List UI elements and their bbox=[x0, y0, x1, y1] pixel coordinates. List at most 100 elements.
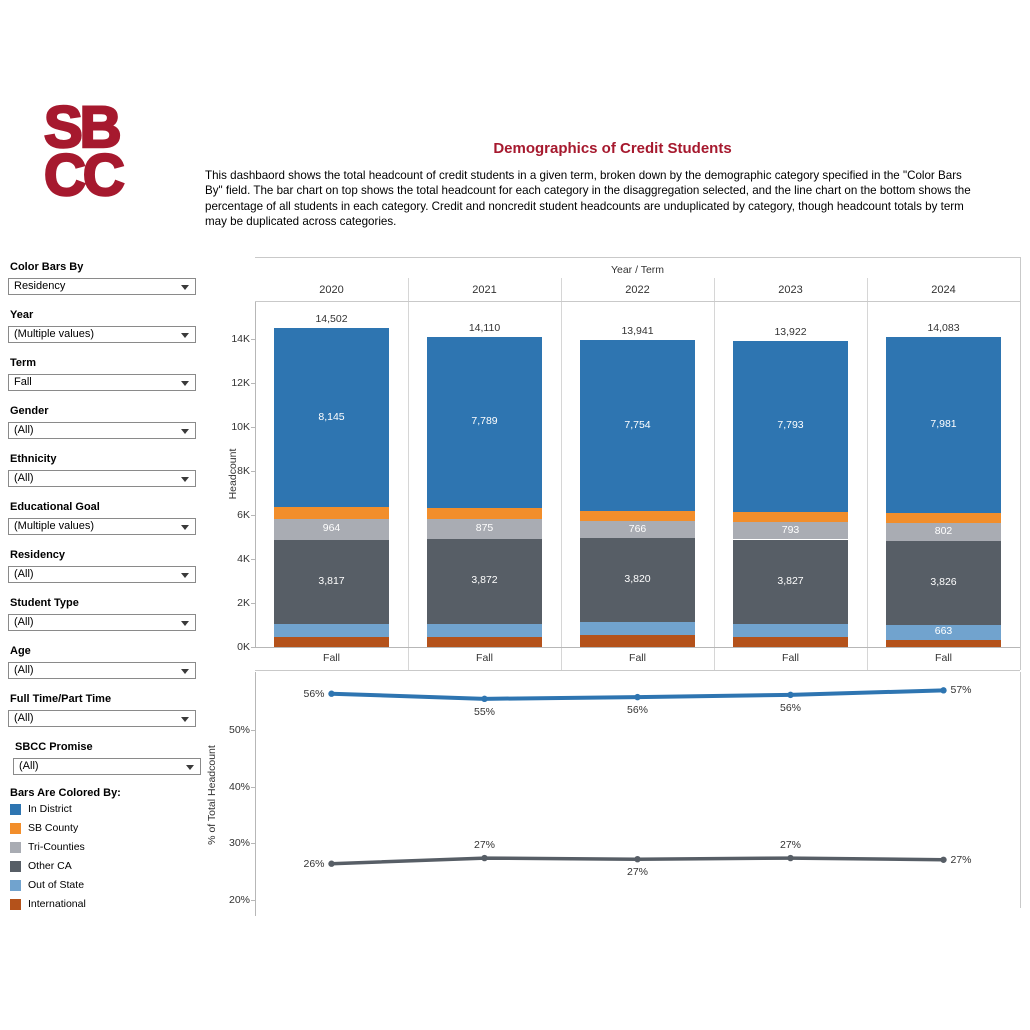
filter-select-ethnicity[interactable]: (All) bbox=[8, 470, 196, 487]
bar-segment-2022-international[interactable] bbox=[580, 634, 695, 647]
line-point-other-ca-2021[interactable] bbox=[481, 854, 488, 862]
dropdown-arrow-icon[interactable] bbox=[181, 669, 189, 674]
bar-segment-2024-other-ca[interactable]: 3,826 bbox=[886, 540, 1001, 626]
bar-segment-2023-tri-counties[interactable]: 793 bbox=[733, 522, 848, 540]
dropdown-arrow-icon[interactable] bbox=[186, 765, 194, 770]
bar-total-label-2022: 13,941 bbox=[621, 325, 654, 338]
filter-select-year[interactable]: (Multiple values) bbox=[8, 326, 196, 343]
year-header-2022[interactable]: 2022 bbox=[625, 284, 650, 296]
dropdown-arrow-icon[interactable] bbox=[181, 333, 189, 338]
bar-segment-2020-other-ca[interactable]: 3,817 bbox=[274, 539, 389, 624]
term-label-2022[interactable]: Fall bbox=[629, 652, 646, 664]
bar-segment-2020-out-of-state[interactable] bbox=[274, 623, 389, 637]
bar-segment-2020-in-district[interactable]: 8,145 bbox=[274, 327, 389, 508]
year-header-2023[interactable]: 2023 bbox=[778, 284, 803, 296]
legend-swatch-other-ca[interactable] bbox=[10, 860, 21, 872]
line-point-other-ca-2023[interactable] bbox=[787, 854, 794, 862]
bar-segment-2023-international[interactable] bbox=[733, 636, 848, 647]
dropdown-arrow-icon[interactable] bbox=[181, 573, 189, 578]
filter-select-gender[interactable]: (All) bbox=[8, 422, 196, 439]
bar-segment-2024-tri-counties[interactable]: 802 bbox=[886, 523, 1001, 541]
dropdown-arrow-icon[interactable] bbox=[181, 525, 189, 530]
filter-select-educational-goal[interactable]: (Multiple values) bbox=[8, 518, 196, 535]
line-point-in-district-2023[interactable] bbox=[787, 691, 794, 699]
line-point-in-district-2021[interactable] bbox=[481, 695, 488, 703]
bar-segment-2023-out-of-state[interactable] bbox=[733, 623, 848, 637]
dropdown-arrow-icon[interactable] bbox=[181, 621, 189, 626]
bar-segment-2023-other-ca[interactable]: 3,827 bbox=[733, 539, 848, 624]
legend-swatch-in-district[interactable] bbox=[10, 804, 21, 815]
y-tick-mark bbox=[251, 843, 255, 845]
filter-sidebar: Color Bars By Residency Year (Multiple valu… bbox=[0, 0, 205, 1030]
legend-swatch-tri-counties[interactable] bbox=[10, 841, 21, 853]
legend-label-out-of-state: Out of State bbox=[28, 878, 85, 891]
line-point-other-ca-2022[interactable] bbox=[634, 856, 641, 863]
legend-swatch-out-of-state[interactable] bbox=[10, 879, 21, 891]
dropdown-arrow-icon[interactable] bbox=[181, 285, 189, 290]
term-label-2020[interactable]: Fall bbox=[323, 652, 340, 664]
bar-segment-2022-sb-county[interactable] bbox=[580, 510, 695, 522]
bar-segment-2023-sb-county[interactable] bbox=[733, 512, 848, 523]
legend-swatch-sb-county[interactable] bbox=[10, 822, 21, 834]
filter-select-color-bars-by[interactable]: Residency bbox=[8, 278, 196, 295]
filter-select-age[interactable]: (All) bbox=[8, 662, 196, 679]
bar-segment-2021-in-district[interactable]: 7,789 bbox=[427, 336, 542, 508]
y-tick-label: 10K bbox=[231, 421, 250, 433]
legend-title: Bars Are Colored By: bbox=[10, 787, 121, 799]
line-point-in-district-2020[interactable] bbox=[328, 690, 335, 697]
bar-segment-label: 875 bbox=[475, 522, 494, 534]
bar-segment-2024-in-district[interactable]: 7,981 bbox=[886, 337, 1001, 513]
bar-segment-2024-out-of-state[interactable]: 663 bbox=[886, 625, 1001, 640]
bar-segment-2021-international[interactable] bbox=[427, 636, 542, 647]
y-tick-mark bbox=[251, 900, 255, 901]
filter-select-sbcc-promise[interactable]: (All) bbox=[13, 758, 201, 775]
y-tick-label: 14K bbox=[231, 333, 250, 345]
dropdown-arrow-icon[interactable] bbox=[181, 429, 189, 434]
filter-select-term[interactable]: Fall bbox=[8, 374, 196, 391]
bar-segment-2020-international[interactable] bbox=[274, 636, 389, 647]
bar-segment-2023-in-district[interactable]: 7,793 bbox=[733, 340, 848, 513]
year-header-2021[interactable]: 2021 bbox=[472, 284, 497, 296]
line-point-label-other-ca-2024: 27% bbox=[950, 853, 972, 866]
dropdown-arrow-icon[interactable] bbox=[181, 381, 189, 386]
year-header-2020[interactable]: 2020 bbox=[319, 284, 344, 296]
bar-segment-2022-out-of-state[interactable] bbox=[580, 622, 695, 635]
y-tick-mark bbox=[251, 427, 255, 428]
y-tick-label: 4K bbox=[237, 553, 250, 565]
column-separator bbox=[561, 278, 562, 670]
filter-value-ethnicity: (All) bbox=[14, 472, 34, 484]
bar-segment-2021-out-of-state[interactable] bbox=[427, 623, 542, 637]
bar-segment-2022-tri-counties[interactable]: 766 bbox=[580, 521, 695, 539]
line-point-other-ca-2020[interactable] bbox=[328, 860, 335, 867]
barchart-y-axis bbox=[255, 302, 256, 647]
filter-select-residency[interactable]: (All) bbox=[8, 566, 196, 583]
legend-swatch-international[interactable] bbox=[10, 898, 21, 910]
bar-segment-2022-in-district[interactable]: 7,754 bbox=[580, 340, 695, 511]
dropdown-arrow-icon[interactable] bbox=[181, 717, 189, 722]
bar-segment-2021-tri-counties[interactable]: 875 bbox=[427, 519, 542, 539]
bar-segment-2021-other-ca[interactable]: 3,872 bbox=[427, 538, 542, 624]
description-line: may be duplicated across categories. bbox=[205, 215, 397, 229]
line-point-in-district-2024[interactable] bbox=[940, 687, 947, 694]
filter-select-full-time-part-time[interactable]: (All) bbox=[8, 710, 196, 727]
line-point-label-other-ca-2021: 27% bbox=[473, 839, 495, 852]
dropdown-arrow-icon[interactable] bbox=[181, 477, 189, 482]
bar-segment-2024-sb-county[interactable] bbox=[886, 512, 1001, 524]
sbcc-logo: SB CC bbox=[43, 98, 126, 205]
y-tick-label: 30% bbox=[228, 837, 250, 850]
y-tick-mark bbox=[251, 383, 255, 384]
bar-segment-2021-sb-county[interactable] bbox=[427, 507, 542, 520]
filter-value-residency: (All) bbox=[14, 568, 34, 580]
bar-segment-2020-sb-county[interactable] bbox=[274, 507, 389, 519]
line-point-other-ca-2024[interactable] bbox=[940, 856, 947, 863]
term-label-2021[interactable]: Fall bbox=[476, 652, 493, 664]
term-label-2023[interactable]: Fall bbox=[782, 652, 799, 664]
bar-segment-2022-other-ca[interactable]: 3,820 bbox=[580, 538, 695, 623]
filter-select-student-type[interactable]: (All) bbox=[8, 614, 196, 631]
line-point-in-district-2022[interactable] bbox=[634, 693, 641, 701]
term-label-2024[interactable]: Fall bbox=[935, 652, 952, 664]
year-header-2024[interactable]: 2024 bbox=[931, 284, 956, 296]
filter-label-ethnicity: Ethnicity bbox=[10, 453, 57, 465]
bar-segment-2024-international[interactable] bbox=[886, 639, 1001, 647]
bar-segment-2020-tri-counties[interactable]: 964 bbox=[274, 518, 389, 540]
